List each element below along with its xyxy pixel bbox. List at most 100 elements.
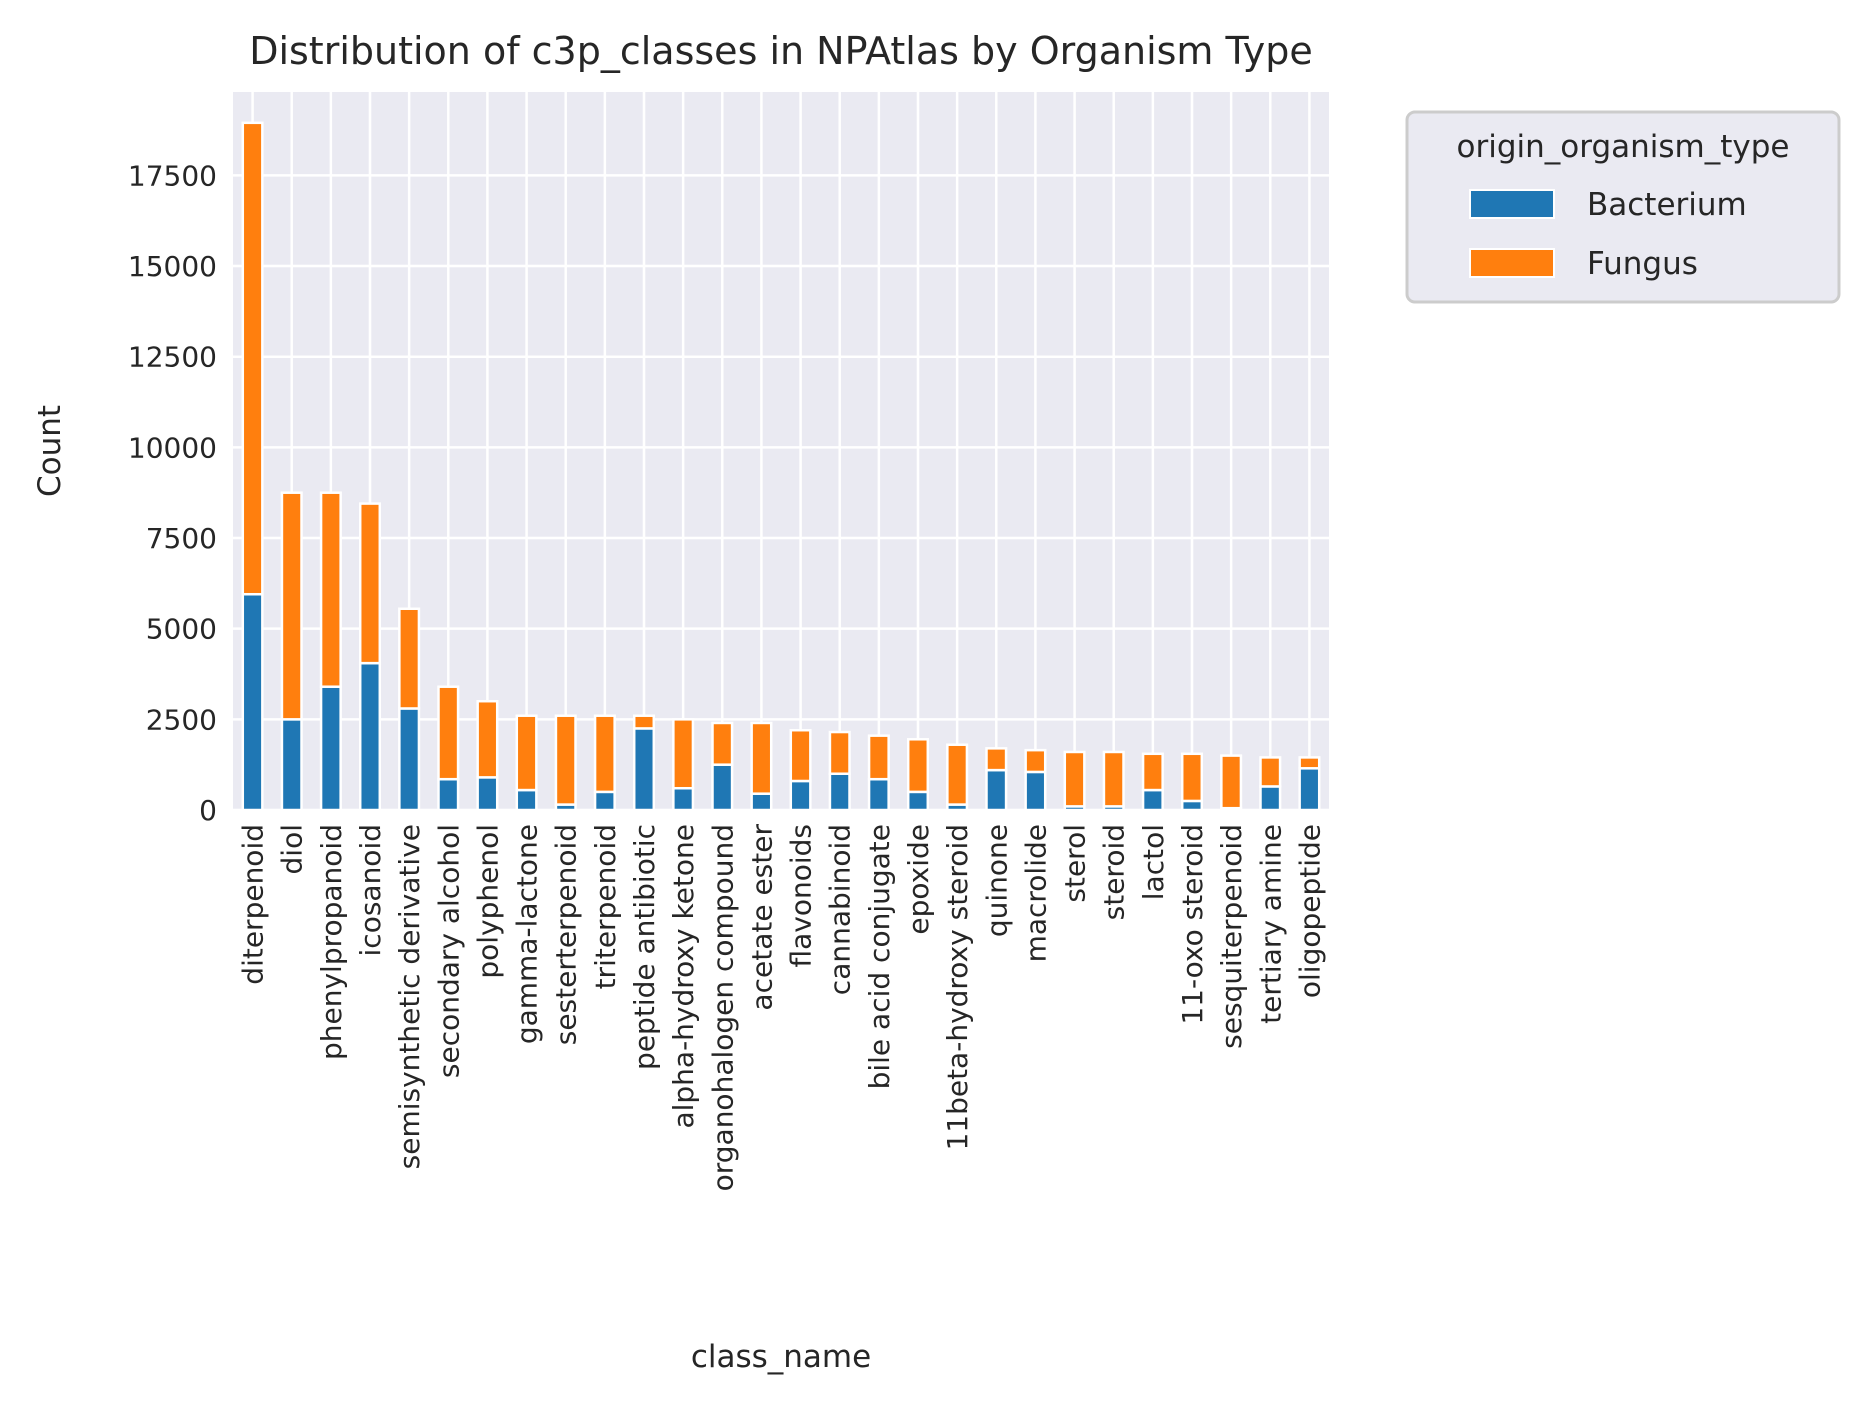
x-tick-label: diol [276,824,309,874]
bar-bacterium-secondary-alcohol [437,777,460,812]
x-tick-label: gamma-lactone [511,824,544,1044]
bar-fungus-acetate-ester [750,721,773,795]
x-tick-label: secondary alcohol [432,824,465,1078]
x-tick-label: flavonoids [785,824,818,968]
bar-bacterium-flavonoids [789,779,812,812]
bar-bacterium-gamma-lactone [515,788,538,812]
bar-fungus-phenylpropanoid [319,491,342,688]
x-tick-label: alpha-hydroxy ketone [667,824,700,1129]
bar-fungus-oligopeptide [1298,756,1321,770]
y-tick-label: 0 [199,794,217,827]
bar-fungus-cannabinoid [828,730,851,775]
bar-bacterium-quinone [985,768,1008,812]
bar-bacterium-macrolide [1024,770,1047,812]
bar-bacterium-diol [280,718,303,812]
x-tick-label: quinone [980,824,1013,937]
x-axis-label: class_name [691,1339,871,1375]
bar-fungus-icosanoid [358,502,382,665]
x-tick-label: phenylpropanoid [315,824,348,1060]
legend-label-fungus: Fungus [1587,246,1698,282]
bar-bacterium-peptide-antibiotic [632,727,656,812]
bars [241,121,1321,812]
x-tick-label: sesquiterpenoid [1215,824,1248,1049]
legend-label-bacterium: Bacterium [1587,187,1747,223]
bar-bacterium-diterpenoid [241,592,264,812]
x-tick-label: bile acid conjugate [863,824,896,1089]
bar-fungus-sterol [1063,750,1086,808]
legend-swatch-bacterium [1469,189,1555,219]
x-tick-label: icosanoid [354,824,387,956]
y-tick-label: 10000 [128,431,217,464]
legend: origin_organism_type Bacterium Fungus [1405,110,1841,304]
bar-bacterium-organohalogen-compound [711,763,734,812]
bar-fungus-secondary-alcohol [437,685,460,781]
x-tick-label: steroid [1098,824,1131,920]
bar-fungus-quinone [985,747,1008,772]
bar-bacterium-polyphenol [476,776,499,812]
x-tick-label: 11beta-hydroxy steroid [941,824,974,1151]
x-tick-label: macrolide [1019,824,1052,962]
legend-title: origin_organism_type [1457,129,1790,165]
bar-bacterium-icosanoid [358,661,382,812]
bar-fungus-macrolide [1024,748,1047,774]
x-tick-label: cannabinoid [824,824,857,995]
bar-fungus-alpha-hydroxy-ketone [672,718,695,790]
x-tick-label: triterpenoid [589,824,622,989]
bar-bacterium-semisynthetic-derivative [398,707,421,812]
bar-fungus-peptide-antibiotic [632,714,656,730]
bar-fungus-sesquiterpenoid [1220,754,1243,810]
bar-fungus-epoxide [906,738,930,794]
x-tick-label: semisynthetic derivative [393,824,426,1169]
bar-bacterium-tertiary-amine [1259,785,1282,812]
bar-bacterium-bile-acid-conjugate [867,777,890,812]
x-tick-label: lactol [1137,824,1170,900]
y-tick-label: 5000 [146,613,217,646]
y-axis-label: Count [32,405,68,497]
plot-background [233,92,1329,810]
y-tick-label: 2500 [146,703,217,736]
bar-bacterium-lactol [1141,788,1164,812]
bar-fungus-steroid [1102,750,1125,808]
bar-bacterium-alpha-hydroxy-ketone [672,786,695,812]
x-tick-label: peptide antibiotic [628,824,661,1070]
bar-fungus-semisynthetic-derivative [398,607,421,710]
bar-bacterium-epoxide [906,790,930,812]
chart-title: Distribution of c3p_classes in NPAtlas b… [249,29,1313,73]
bar-bacterium-acetate-ester [750,792,773,812]
x-tick-label: acetate ester [745,824,778,1011]
bar-fungus-sesterterpenoid [554,714,577,806]
y-tick-label: 17500 [128,159,217,192]
bar-fungus-diol [280,491,303,721]
x-tick-label: 11-oxo steroid [1176,824,1209,1025]
bar-bacterium-oligopeptide [1298,767,1321,812]
bar-fungus-triterpenoid [593,714,616,794]
x-tick-label: epoxide [902,824,935,935]
x-tick-label: organohalogen compound [706,824,739,1191]
bar-fungus-lactol [1141,752,1164,792]
bar-fungus-organohalogen-compound [711,721,734,766]
y-tick-labels: 0 2500 5000 7500 10000 12500 15000 17500 [128,159,217,827]
bar-fungus-11-oxo-steroid [1180,752,1204,803]
bar-fungus-diterpenoid [241,121,264,596]
y-tick-label: 7500 [146,522,217,555]
bar-bacterium-11-oxo-steroid [1180,799,1204,812]
bar-bacterium-phenylpropanoid [319,685,342,812]
bar-fungus-polyphenol [476,699,499,779]
bar-fungus-gamma-lactone [515,714,538,792]
bar-fungus-tertiary-amine [1259,756,1282,788]
x-tick-labels: diterpenoid diol phenylpropanoid icosanoid s… [237,824,1327,1192]
x-tick-label: tertiary amine [1254,824,1287,1024]
x-tick-label: sterol [1059,824,1092,903]
bar-fungus-flavonoids [789,728,812,783]
x-tick-label: polyphenol [471,824,504,979]
legend-swatch-fungus [1469,248,1555,278]
x-tick-label: diterpenoid [237,824,270,985]
bar-bacterium-cannabinoid [828,772,851,812]
y-tick-label: 12500 [128,341,217,374]
bar-fungus-bile-acid-conjugate [867,734,890,781]
y-tick-label: 15000 [128,250,217,283]
x-tick-label: oligopeptide [1293,824,1326,998]
x-tick-label: sesterterpenoid [550,824,583,1045]
